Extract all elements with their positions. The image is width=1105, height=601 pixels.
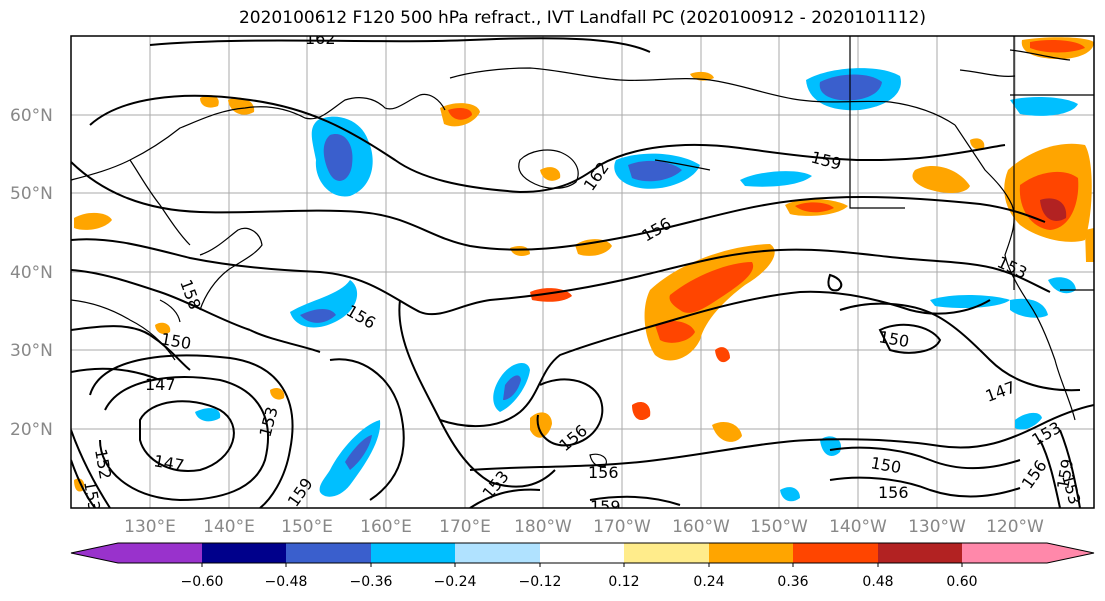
contour-label: 159 [590, 497, 621, 516]
lon-label: 140°W [829, 517, 887, 537]
contour-label: 162 [305, 29, 336, 48]
coastlines [71, 36, 1094, 468]
colorbar-segment [286, 543, 371, 563]
lat-label: 20°N [10, 420, 53, 440]
colorbar-segment [455, 543, 540, 563]
contour-label: 156 [588, 463, 619, 482]
contour-label-group: 162 162 159 156 153 158 150 147 156 153 … [80, 29, 1084, 516]
colorbar-segment [624, 543, 709, 563]
colorbar-segment [793, 543, 878, 563]
colorbar-segment [118, 543, 202, 563]
colorbar-tick-label: −0.48 [265, 574, 308, 590]
latitude-labels: 60°N 50°N 40°N 30°N 20°N [10, 106, 53, 440]
lon-label: 150°E [281, 517, 333, 537]
colorbar-segment [709, 543, 793, 563]
colorbar-outline [70, 542, 1095, 564]
lon-label: 150°W [750, 517, 808, 537]
colorbar-segment [962, 543, 1047, 563]
colorbar-segment [371, 543, 455, 563]
lat-label: 50°N [10, 184, 53, 204]
lat-label: 30°N [10, 341, 53, 361]
lon-label: 140°E [203, 517, 255, 537]
lon-label: 160°W [672, 517, 730, 537]
lon-label: 170°W [593, 517, 651, 537]
colorbar-tick-label: −0.12 [519, 574, 562, 590]
colorbar-tick-label: 0.48 [862, 574, 893, 590]
lat-label: 60°N [10, 106, 53, 126]
lon-label: 160°E [360, 517, 412, 537]
contour-label: 156 [878, 483, 909, 502]
colorbar-tick-label: 0.12 [608, 574, 639, 590]
longitude-labels: 130°E 140°E 150°E 160°E 170°E 180°W 170°… [124, 517, 1044, 537]
refractivity-contours [71, 37, 1094, 508]
colorbar-tick-label: 0.24 [693, 574, 724, 590]
colorbar-extend-max [1047, 543, 1094, 563]
contour-label: 153 [80, 479, 104, 512]
negative-anomaly-shading [195, 68, 1078, 502]
colorbar-extend-min [71, 543, 118, 563]
colorbar-segment [202, 543, 286, 563]
colorbar-tick-label: −0.24 [434, 574, 477, 590]
lon-label: 130°W [908, 517, 966, 537]
lon-label: 130°E [124, 517, 176, 537]
colorbar-tick-label: 0.60 [946, 574, 977, 590]
lon-label: 120°W [986, 517, 1044, 537]
colorbar-tick-label: 0.36 [777, 574, 808, 590]
contour-label: 147 [145, 375, 176, 394]
colorbar-tick-label: −0.60 [181, 574, 224, 590]
colorbar-segment [878, 543, 962, 563]
lon-label: 180°W [514, 517, 572, 537]
lat-label: 40°N [10, 263, 53, 283]
colorbar-tick-labels: −0.60 −0.48 −0.36 −0.24 −0.12 0.12 0.24 … [181, 574, 978, 590]
map-title: 2020100612 F120 500 hPa refract., IVT La… [238, 8, 926, 28]
map-frame [70, 35, 1095, 509]
colorbar [70, 542, 1095, 567]
colorbar-tick-label: −0.36 [350, 574, 393, 590]
colorbar-segment [540, 543, 624, 563]
lon-label: 170°E [439, 517, 491, 537]
